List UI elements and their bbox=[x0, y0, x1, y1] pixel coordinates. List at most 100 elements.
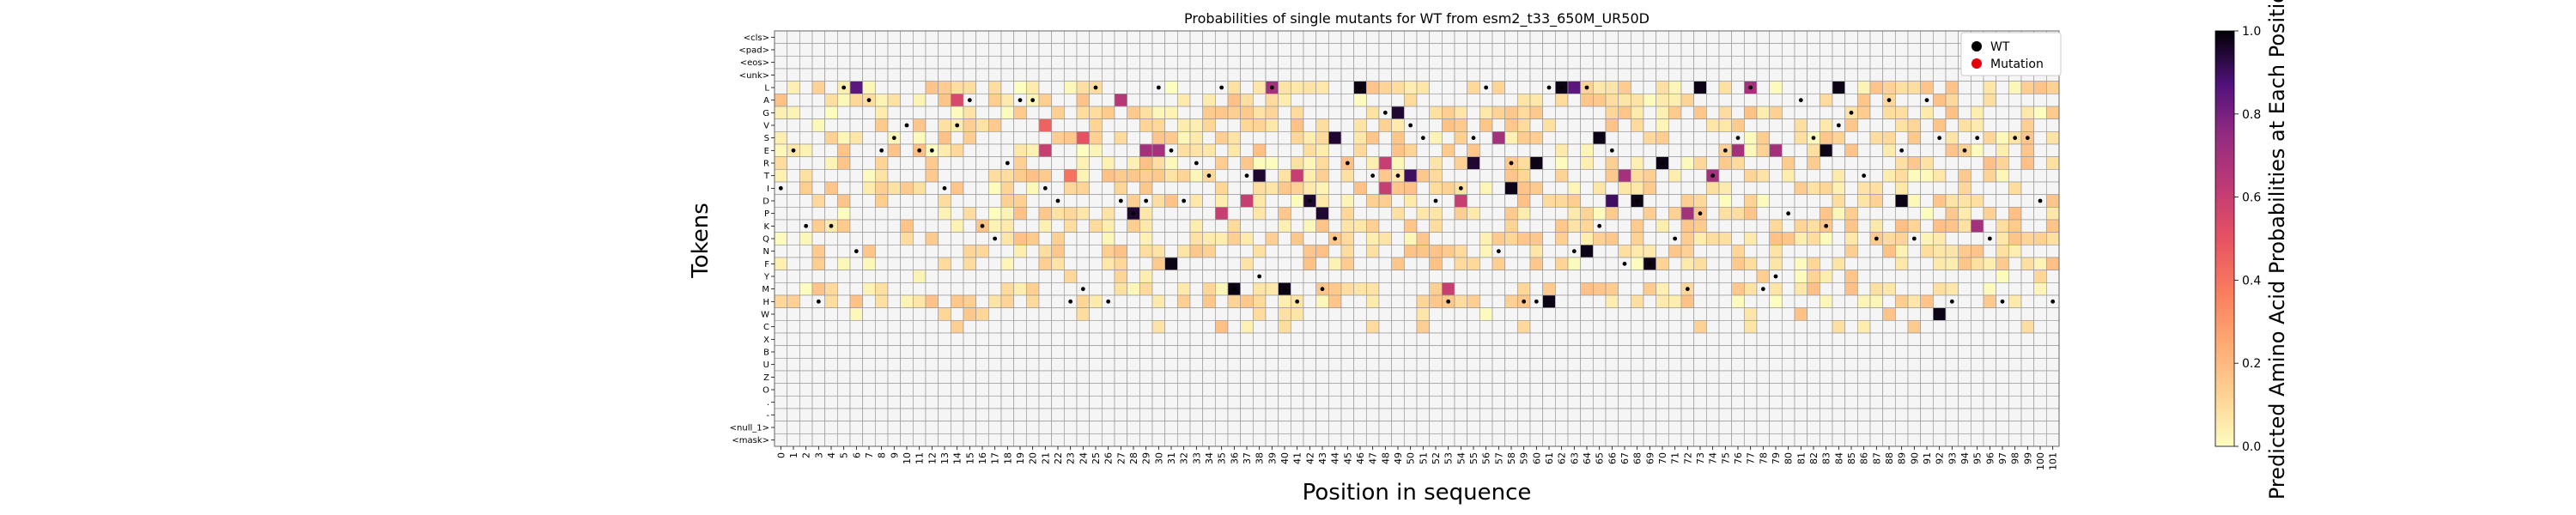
heatmap-cell bbox=[811, 181, 826, 196]
heatmap-cell bbox=[1781, 68, 1795, 82]
heatmap-cell bbox=[1315, 156, 1329, 170]
heatmap-cell bbox=[950, 307, 964, 321]
heatmap-cell bbox=[1327, 81, 1342, 94]
heatmap-cell bbox=[1504, 219, 1518, 233]
heatmap-cell bbox=[2008, 408, 2022, 422]
heatmap-cell bbox=[1958, 118, 1971, 132]
heatmap-cell bbox=[1844, 319, 1858, 334]
heatmap-cell bbox=[1114, 294, 1128, 309]
heatmap-cell bbox=[1756, 244, 1771, 258]
heatmap-cell bbox=[1416, 408, 1431, 422]
heatmap-cell bbox=[1516, 319, 1531, 334]
heatmap-cell bbox=[1265, 106, 1279, 120]
heatmap-cell bbox=[849, 118, 864, 132]
heatmap-cell bbox=[1705, 194, 1720, 208]
heatmap-cell bbox=[1429, 345, 1443, 359]
heatmap-cell bbox=[1076, 307, 1091, 321]
heatmap-cell bbox=[1894, 395, 1909, 409]
heatmap-cell bbox=[836, 194, 851, 208]
heatmap-cell bbox=[975, 168, 989, 183]
heatmap-cell bbox=[1656, 408, 1669, 422]
heatmap-cell bbox=[1819, 206, 1833, 221]
x-tick-label: 4 bbox=[826, 452, 837, 458]
heatmap-cell bbox=[887, 206, 902, 221]
heatmap-cell bbox=[862, 370, 876, 385]
wt-marker bbox=[1546, 85, 1552, 90]
heatmap-cell bbox=[1340, 282, 1355, 296]
heatmap-cell bbox=[1554, 383, 1569, 397]
heatmap-cell bbox=[1454, 294, 1468, 309]
x-tick-label: 90 bbox=[1909, 452, 1920, 464]
heatmap-cell bbox=[1000, 130, 1015, 145]
heatmap-cell bbox=[1089, 93, 1103, 107]
heatmap-cell bbox=[1429, 282, 1443, 296]
heatmap-cell bbox=[912, 357, 927, 372]
heatmap-cell bbox=[1114, 421, 1128, 434]
x-tick-label: 3 bbox=[813, 452, 824, 458]
heatmap-cell bbox=[1127, 93, 1140, 107]
heatmap-cell bbox=[1743, 68, 1758, 82]
heatmap-cell bbox=[1051, 143, 1065, 158]
heatmap-cell bbox=[975, 143, 989, 158]
wt-marker bbox=[1080, 287, 1085, 292]
heatmap-cell bbox=[1731, 156, 1745, 170]
heatmap-cell bbox=[1479, 43, 1493, 57]
heatmap-cell bbox=[1051, 156, 1065, 170]
heatmap-cell bbox=[862, 282, 876, 296]
heatmap-cell bbox=[1353, 55, 1367, 70]
heatmap-cell bbox=[1063, 118, 1078, 132]
heatmap-cell bbox=[1290, 345, 1304, 359]
heatmap-cell bbox=[1882, 408, 1896, 422]
heatmap-cell bbox=[1781, 294, 1795, 309]
heatmap-cell bbox=[1278, 319, 1291, 334]
heatmap-cell bbox=[1668, 357, 1682, 372]
heatmap-cell bbox=[1542, 232, 1556, 245]
heatmap-cell bbox=[1290, 408, 1304, 422]
heatmap-cell bbox=[1932, 206, 1947, 221]
heatmap-cell bbox=[1441, 244, 1455, 258]
heatmap-cell bbox=[887, 194, 902, 208]
heatmap-cell bbox=[1894, 181, 1909, 196]
heatmap-cell bbox=[1340, 408, 1355, 422]
heatmap-cell bbox=[1705, 130, 1720, 145]
heatmap-cell bbox=[1240, 307, 1254, 321]
heatmap-cell bbox=[1668, 332, 1682, 347]
heatmap-cell bbox=[1592, 93, 1607, 107]
x-tick-label: 42 bbox=[1304, 452, 1315, 464]
wt-marker bbox=[1924, 98, 1929, 103]
heatmap-cell bbox=[1781, 433, 1795, 447]
heatmap-cell bbox=[1467, 370, 1480, 385]
heatmap-cell bbox=[1882, 370, 1896, 385]
heatmap-cell bbox=[1454, 106, 1468, 120]
heatmap-cell bbox=[975, 55, 989, 70]
heatmap-cell bbox=[1076, 244, 1091, 258]
heatmap-cell bbox=[2045, 307, 2060, 321]
heatmap-cell bbox=[774, 433, 788, 447]
heatmap-cell bbox=[987, 319, 1002, 334]
wt-marker bbox=[1182, 198, 1187, 203]
heatmap-cell bbox=[1303, 156, 1317, 170]
heatmap-cell bbox=[1516, 30, 1531, 45]
heatmap-cell bbox=[2033, 106, 2047, 120]
heatmap-cell bbox=[1101, 270, 1115, 283]
heatmap-cell bbox=[1151, 106, 1166, 120]
heatmap-cell bbox=[1618, 357, 1631, 372]
heatmap-cell bbox=[1089, 357, 1103, 372]
heatmap-cell bbox=[1618, 93, 1631, 107]
heatmap-cell bbox=[2008, 257, 2022, 271]
heatmap-cell bbox=[2020, 282, 2035, 296]
heatmap-cell bbox=[1869, 43, 1884, 57]
heatmap-cell bbox=[1554, 55, 1569, 70]
heatmap-cell bbox=[1114, 168, 1128, 183]
heatmap-cell bbox=[1467, 294, 1480, 309]
heatmap-cell bbox=[849, 370, 864, 385]
heatmap-cell bbox=[874, 319, 889, 334]
x-tick-label: 79 bbox=[1771, 452, 1782, 464]
heatmap-cell bbox=[938, 319, 951, 334]
heatmap-cell bbox=[1605, 357, 1619, 372]
heatmap-cell bbox=[1907, 143, 1922, 158]
heatmap-cell bbox=[2045, 181, 2060, 196]
heatmap-cell bbox=[1945, 433, 1959, 447]
heatmap-cell bbox=[1554, 244, 1569, 258]
heatmap-cell bbox=[1781, 118, 1795, 132]
